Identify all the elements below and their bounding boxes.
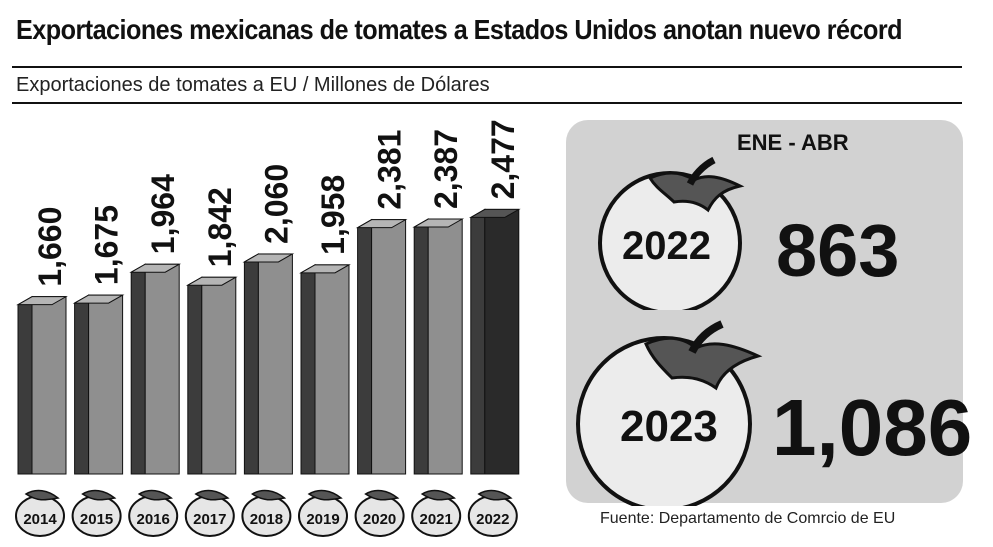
data-label: 1,964 <box>145 174 181 254</box>
bar <box>257 253 293 475</box>
bar <box>314 264 350 475</box>
bar-top <box>299 264 351 274</box>
tomato-leaf-icon <box>24 489 60 501</box>
bar-side <box>74 294 90 475</box>
year-2023-label: 2023 <box>620 402 718 451</box>
tomato-leaf-icon <box>307 489 343 501</box>
bar-top <box>72 294 125 304</box>
bar-chart: 1,660 2014 1,675 2015 1,964 2016 1,842 2017 2,06… <box>15 119 521 537</box>
x-tick-label: 2014 <box>23 511 57 528</box>
x-tick-label: 2015 <box>80 511 113 528</box>
bar-top <box>16 296 68 306</box>
data-label: 2,387 <box>428 129 464 209</box>
bar-side <box>187 276 203 475</box>
tomato-leaf-icon <box>194 489 230 501</box>
tomato-leaf-icon <box>420 489 456 501</box>
source-note: Fuente: Departamento de Comrcio de EU <box>600 510 896 527</box>
x-tick-label: 2016 <box>137 511 170 528</box>
data-label: 2,381 <box>372 130 408 210</box>
data-label: 2,477 <box>485 119 521 199</box>
tomato-leaf-icon <box>250 489 287 501</box>
bar-top <box>242 253 295 263</box>
value-2023: 1,086 <box>772 383 973 472</box>
title-divider <box>12 66 962 68</box>
bar-side <box>413 218 429 475</box>
value-2022: 863 <box>776 209 900 292</box>
x-tick-label: 2018 <box>250 511 283 528</box>
x-tick-label: 2019 <box>306 511 339 528</box>
bar <box>88 294 124 475</box>
data-label: 2,060 <box>258 164 294 244</box>
bar-top <box>355 219 408 229</box>
chart-subtitle: Exportaciones de tomates a EU / Millones… <box>16 74 490 96</box>
tomato-leaf-icon <box>364 489 400 501</box>
period-label: ENE - ABR <box>737 130 849 155</box>
year-2022-label: 2022 <box>622 224 711 268</box>
x-tick-label: 2020 <box>363 511 396 528</box>
bar-side <box>130 263 146 475</box>
subtitle-divider <box>12 102 962 104</box>
chart-title: Exportaciones mexicanas de tomates a Est… <box>16 14 902 45</box>
bar <box>144 263 180 475</box>
x-tick-label: 2021 <box>420 511 453 528</box>
bar-side <box>300 263 316 475</box>
tomato-leaf-icon <box>137 489 173 501</box>
bar <box>484 208 520 475</box>
tomato-icon <box>576 320 763 506</box>
bar-top <box>185 276 238 286</box>
data-label: 1,660 <box>32 207 68 287</box>
bar <box>201 276 237 475</box>
data-label: 1,842 <box>202 187 238 267</box>
bar-side <box>357 218 373 475</box>
bar-side <box>243 253 259 475</box>
bar <box>427 218 463 475</box>
bar-top <box>468 208 521 218</box>
bar-side <box>17 295 33 475</box>
bar <box>31 296 67 475</box>
x-tick-label: 2017 <box>193 511 226 528</box>
tomato-icon <box>598 156 745 310</box>
tomato-leaf-icon <box>81 489 117 501</box>
bar-side <box>470 208 486 475</box>
bar <box>371 219 407 475</box>
x-tick-label: 2022 <box>476 511 509 528</box>
data-label: 1,958 <box>315 175 351 255</box>
tomato-leaf-icon <box>477 489 513 501</box>
bar-top <box>129 263 182 273</box>
data-label: 1,675 <box>89 205 125 285</box>
bar-top <box>412 218 465 228</box>
